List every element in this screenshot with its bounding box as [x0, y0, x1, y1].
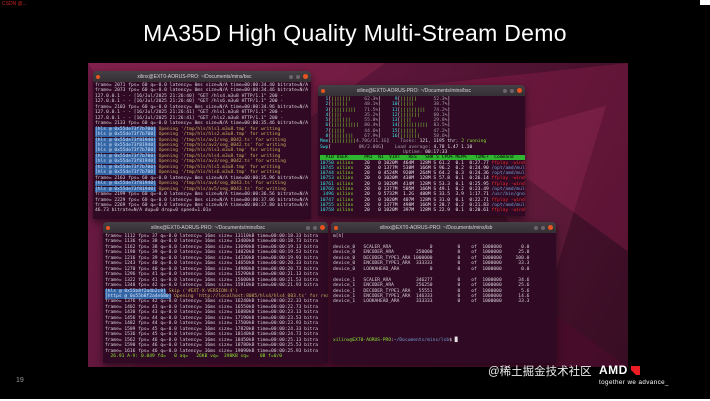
amd-arrow-icon	[630, 365, 640, 375]
amd-logo: AMD together we advance_	[599, 363, 699, 386]
terminal-output[interactable]: frame= 1112 fps= 37 q=-0.0 latency= 16ms…	[103, 233, 328, 363]
terminal-titlebar[interactable]: xilinx@EXT0-AORUS-PRO: ~/Documents/mins/…	[103, 222, 328, 233]
minimize-button[interactable]	[289, 74, 293, 79]
terminal-icon	[96, 74, 100, 79]
top-left-watermark: CSDN @...	[2, 1, 27, 7]
terminal-title: xilinx@EXT0-AORUS-PRO: ~/Documents/mins/…	[150, 224, 266, 231]
terminal-window-top-right: xilinx@EXT0-AORUS-PRO: ~/Documents/mins/…	[318, 85, 525, 216]
terminal-output[interactable]: frame= 2071 fps= 60 q=-0.0 latency= 0ms …	[93, 82, 311, 219]
terminal-window-bottom-right: xilinx@EXT0-AORUS-PRO: ~/Documents/mins/…	[331, 222, 556, 363]
maximize-button[interactable]	[296, 74, 300, 79]
terminal-output[interactable]: 1[||||||| 62.3%] 9[|||||| 52.3%] 2[|||||…	[318, 96, 525, 216]
terminal-icon	[334, 225, 338, 230]
minimize-button[interactable]	[306, 225, 310, 230]
terminal-title: xilinx@EXT0-AORUS-PRO: ~/Documents/mins/…	[137, 73, 252, 80]
terminal-title: xilinx@EXT0-AORUS-PRO: ~/Documents/mins/…	[356, 87, 472, 94]
maximize-button[interactable]	[313, 225, 317, 230]
terminal-window-bottom-left: xilinx@EXT0-AORUS-PRO: ~/Documents/mins/…	[103, 222, 328, 363]
amd-tagline: together we advance_	[599, 378, 669, 386]
terminal-titlebar[interactable]: xilinx@EXT0-AORUS-PRO: ~/Documents/mins/…	[93, 71, 311, 82]
terminal-title: xilinx@EXT0-AORUS-PRO: ~/Documents/mins/…	[379, 224, 493, 231]
minimize-button[interactable]	[503, 88, 507, 93]
terminal-titlebar[interactable]: xilinx@EXT0-AORUS-PRO: ~/Documents/mins/…	[331, 222, 556, 233]
maximize-button[interactable]	[510, 88, 514, 93]
page-title: MA35D High Quality Multi-Stream Demo	[143, 20, 567, 46]
bottom-watermark: @稀土掘金技术社区	[488, 366, 592, 378]
page-number: 19	[16, 377, 24, 384]
terminal-titlebar[interactable]: xilinx@EXT0-AORUS-PRO: ~/Documents/mins/…	[318, 85, 525, 96]
close-button[interactable]	[320, 225, 325, 230]
amd-brand-text: AMD	[599, 363, 628, 377]
maximize-button[interactable]	[541, 225, 545, 230]
terminal-icon	[106, 225, 110, 230]
corner-artifact	[700, 0, 710, 5]
terminal-icon	[321, 88, 325, 93]
terminal-output[interactable]: m[h] device_0 SCALER_ARA 0 0 of 1000000 …	[331, 233, 556, 363]
minimize-button[interactable]	[534, 225, 538, 230]
close-button[interactable]	[517, 88, 522, 93]
close-button[interactable]	[303, 74, 308, 79]
slide-bottom-edge	[0, 399, 710, 401]
close-button[interactable]	[548, 225, 553, 230]
terminal-window-top-left: xilinx@EXT0-AORUS-PRO: ~/Documents/mins/…	[93, 71, 311, 219]
